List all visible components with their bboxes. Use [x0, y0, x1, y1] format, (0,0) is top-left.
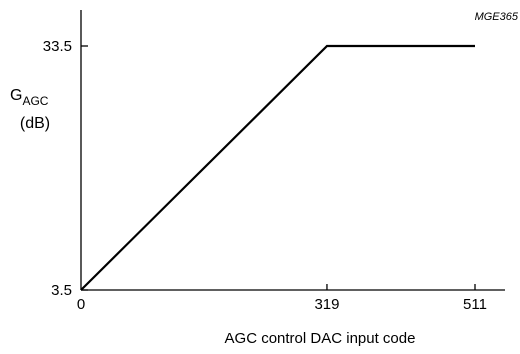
ticks: 0 319 511 3.5 33.5: [43, 38, 487, 313]
svg-text:GAGC: GAGC: [10, 87, 49, 108]
y-tick-label: 3.5: [51, 282, 72, 299]
x-tick-label: 319: [314, 296, 339, 313]
x-tick-label: 511: [463, 296, 487, 313]
x-axis-title: AGC control DAC input code: [225, 330, 416, 347]
y-tick-label: 33.5: [43, 38, 72, 55]
y-axis-title-main: G: [10, 87, 22, 104]
y-axis-unit: (dB): [20, 115, 50, 132]
figure-reference: MGE365: [475, 11, 519, 23]
series-line: [80, 44, 475, 291]
x-tick-label: 0: [77, 296, 85, 313]
y-axis-title-subscript: AGC: [22, 94, 48, 108]
y-axis-title: GAGC (dB): [10, 87, 50, 132]
